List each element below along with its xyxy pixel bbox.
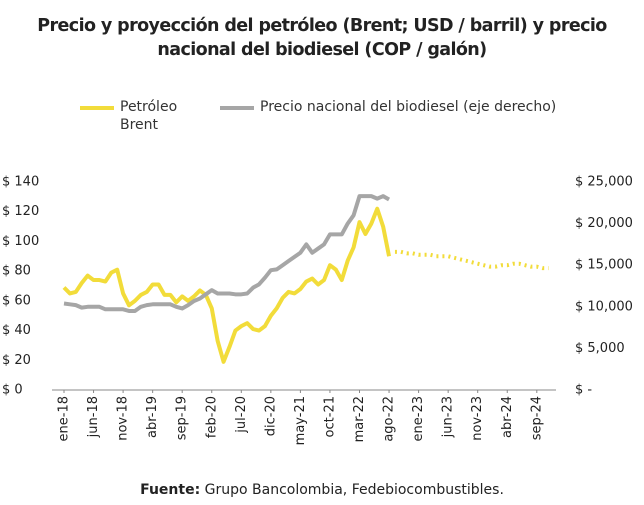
source-text: Grupo Bancolombia, Fedebiocombustibles. [204, 482, 504, 498]
y-tick-label: $ 120 [2, 204, 39, 219]
y2-tick-label: $ - [575, 383, 592, 398]
x-tick-label: jun-18 [86, 396, 101, 438]
y-tick-label: $ 0 [2, 383, 23, 398]
legend-swatch [80, 106, 114, 110]
x-tick-label: ene-23 [411, 396, 426, 441]
x-tick-label: sep-19 [175, 396, 190, 440]
y2-tick-label: $ 10,000 [575, 299, 633, 314]
series-line [394, 249, 549, 271]
y2-tick-label: $ 15,000 [575, 258, 633, 273]
x-tick-label: jul-20 [234, 396, 249, 434]
chart-title: Precio y proyección del petróleo (Brent;… [37, 16, 607, 60]
x-tick-label: nov-23 [470, 396, 485, 441]
y2-tick-label: $ 5,000 [575, 341, 625, 356]
y-tick-label: $ 80 [2, 264, 31, 279]
x-tick-label: feb-20 [204, 396, 219, 438]
y-tick-label: $ 140 [2, 175, 39, 190]
legend-swatch [220, 106, 254, 110]
x-tick-label: oct-21 [322, 396, 337, 437]
x-tick-label: ago-22 [382, 396, 397, 442]
x-tick-label: ene-18 [57, 396, 72, 441]
source-label: Fuente: [140, 482, 201, 498]
y-tick-label: $ 60 [2, 293, 31, 308]
y-tick-label: $ 20 [2, 353, 31, 368]
y-tick-label: $ 40 [2, 323, 31, 338]
y2-tick-label: $ 20,000 [575, 216, 633, 231]
x-tick-label: mar-22 [352, 396, 367, 442]
y-tick-label: $ 100 [2, 234, 39, 249]
legend-label: Precio nacional del biodiesel (eje derec… [260, 99, 557, 115]
source: Fuente: Grupo Bancolombia, Fedebiocombus… [0, 482, 644, 498]
x-tick-label: abr-19 [145, 396, 160, 438]
series-line [62, 206, 392, 364]
x-tick-label: sep-24 [529, 396, 544, 440]
series-line [63, 194, 391, 313]
x-tick-label: abr-24 [500, 396, 515, 438]
x-tick-label: jun-23 [441, 396, 456, 438]
x-tick-label: dic-20 [263, 396, 278, 436]
x-tick-label: nov-18 [116, 396, 131, 441]
x-tick-label: may-21 [293, 396, 308, 445]
y2-tick-label: $ 25,000 [575, 175, 633, 190]
legend-label: Petróleo Brent [120, 99, 178, 133]
